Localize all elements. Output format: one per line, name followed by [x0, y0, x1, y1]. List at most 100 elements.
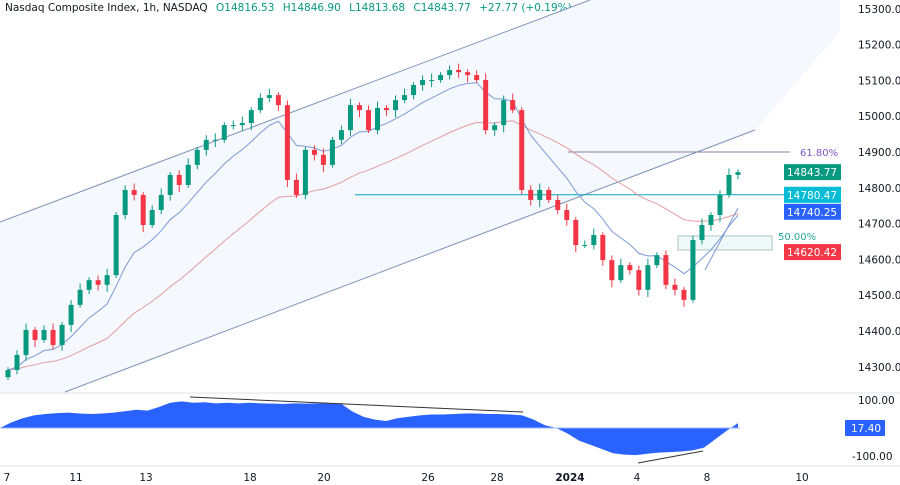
candle-body	[735, 172, 741, 175]
channel-fill	[0, 0, 840, 392]
candle-body	[555, 199, 561, 210]
price-axis-tick: 14300.00	[858, 362, 900, 374]
candle-body	[726, 174, 732, 195]
candle-body	[528, 189, 534, 200]
candle-body	[609, 260, 615, 281]
candle-body	[573, 220, 579, 246]
candle-body	[365, 110, 371, 131]
candle-body	[591, 235, 597, 246]
candle-body	[104, 275, 110, 285]
ohlc-high: H14846.90	[282, 2, 341, 14]
candle-body	[699, 225, 705, 241]
candle-body	[77, 289, 83, 305]
fib-618-label: 61.80%	[800, 148, 838, 159]
slow-moving-average-line	[7, 120, 739, 371]
time-axis-tick: 13	[139, 472, 152, 484]
candle-body	[708, 215, 714, 226]
candle-body	[59, 324, 65, 345]
candle-body	[239, 123, 245, 126]
candle-body	[411, 85, 417, 96]
candle-body	[663, 255, 669, 285]
candle-body	[95, 280, 101, 285]
candle-body	[257, 97, 263, 111]
candle-body	[501, 100, 507, 126]
candle-body	[600, 235, 606, 261]
price-tag	[784, 164, 841, 181]
price-axis-tick: 14700.00	[858, 219, 900, 231]
candle-body	[420, 80, 426, 86]
candle-body	[275, 95, 281, 106]
candle-body	[32, 329, 38, 340]
candle-body	[347, 105, 353, 131]
candle-body	[717, 194, 723, 216]
candle-body	[438, 75, 444, 81]
price-axis-tick: 14500.00	[858, 290, 900, 302]
candle-body	[149, 209, 155, 226]
time-axis-tick: 18	[243, 472, 256, 484]
candle-body	[122, 189, 128, 216]
ohlc-open: O14816.53	[216, 2, 275, 14]
candle-body	[618, 265, 624, 281]
time-axis-tick: 4	[634, 472, 641, 484]
candle-body	[68, 304, 74, 325]
candle-body	[492, 125, 498, 131]
candle-body	[248, 110, 254, 124]
candle-body	[375, 107, 381, 131]
fib-50-label: 50.00%	[778, 232, 816, 243]
candle-body	[194, 149, 200, 165]
candle-body	[293, 179, 299, 195]
ohlc-low: L14813.68	[349, 2, 406, 14]
candle-body	[546, 189, 552, 200]
candle-body	[50, 329, 56, 345]
candle-body	[5, 370, 11, 378]
candle-body	[672, 284, 678, 290]
candle-body	[429, 80, 435, 82]
oscillator-area	[0, 401, 738, 456]
candle-body	[654, 255, 660, 266]
candle-body	[645, 265, 651, 290]
oscillator-divergence-line	[189, 396, 524, 413]
candle-body	[221, 125, 227, 140]
oscillator-value-tag	[845, 420, 885, 436]
time-axis-tick: 2024	[555, 472, 584, 484]
candle-body	[510, 100, 516, 111]
price-axis-tick: 15100.00	[858, 75, 900, 87]
candle-body	[338, 130, 344, 140]
candle-body	[14, 354, 20, 371]
ohlc-change: +27.77 (+0.19%)	[479, 2, 572, 14]
price-axis-tick: 15000.00	[858, 111, 900, 123]
candle-body	[320, 154, 326, 165]
candle-body	[456, 70, 462, 73]
candle-body	[402, 95, 408, 101]
candle-body	[212, 139, 218, 141]
time-axis-tick: 10	[795, 472, 808, 484]
candle-body	[131, 189, 137, 195]
time-axis-tick: 11	[69, 472, 82, 484]
candle-body	[627, 265, 633, 271]
chart-header: Nasdaq Composite Index, 1h, NASDAQ O1481…	[5, 2, 577, 14]
candle-body	[113, 215, 119, 276]
price-axis-tick: 14400.00	[858, 326, 900, 338]
candle-body	[284, 105, 290, 180]
candle-body	[329, 139, 335, 165]
candle-body	[690, 240, 696, 300]
candle-body	[447, 70, 453, 76]
price-tag	[784, 186, 841, 203]
candle-body	[537, 189, 543, 200]
oscillator-divergence-line	[637, 450, 704, 464]
candle-body	[23, 329, 29, 355]
time-axis-tick: 26	[421, 472, 435, 484]
price-axis-tick: 15200.00	[858, 40, 900, 52]
candle-body	[636, 270, 642, 290]
candle-body	[185, 164, 191, 185]
price-tag-text: 14843.77	[787, 167, 837, 179]
candle-body	[86, 280, 92, 290]
candle-body	[393, 100, 399, 111]
oscillator-axis-tick: -100.00	[852, 451, 893, 463]
candle-body	[167, 174, 173, 195]
candle-body	[176, 174, 182, 185]
candle-body	[41, 329, 47, 340]
price-tag	[784, 244, 841, 261]
candle-body	[356, 105, 362, 111]
